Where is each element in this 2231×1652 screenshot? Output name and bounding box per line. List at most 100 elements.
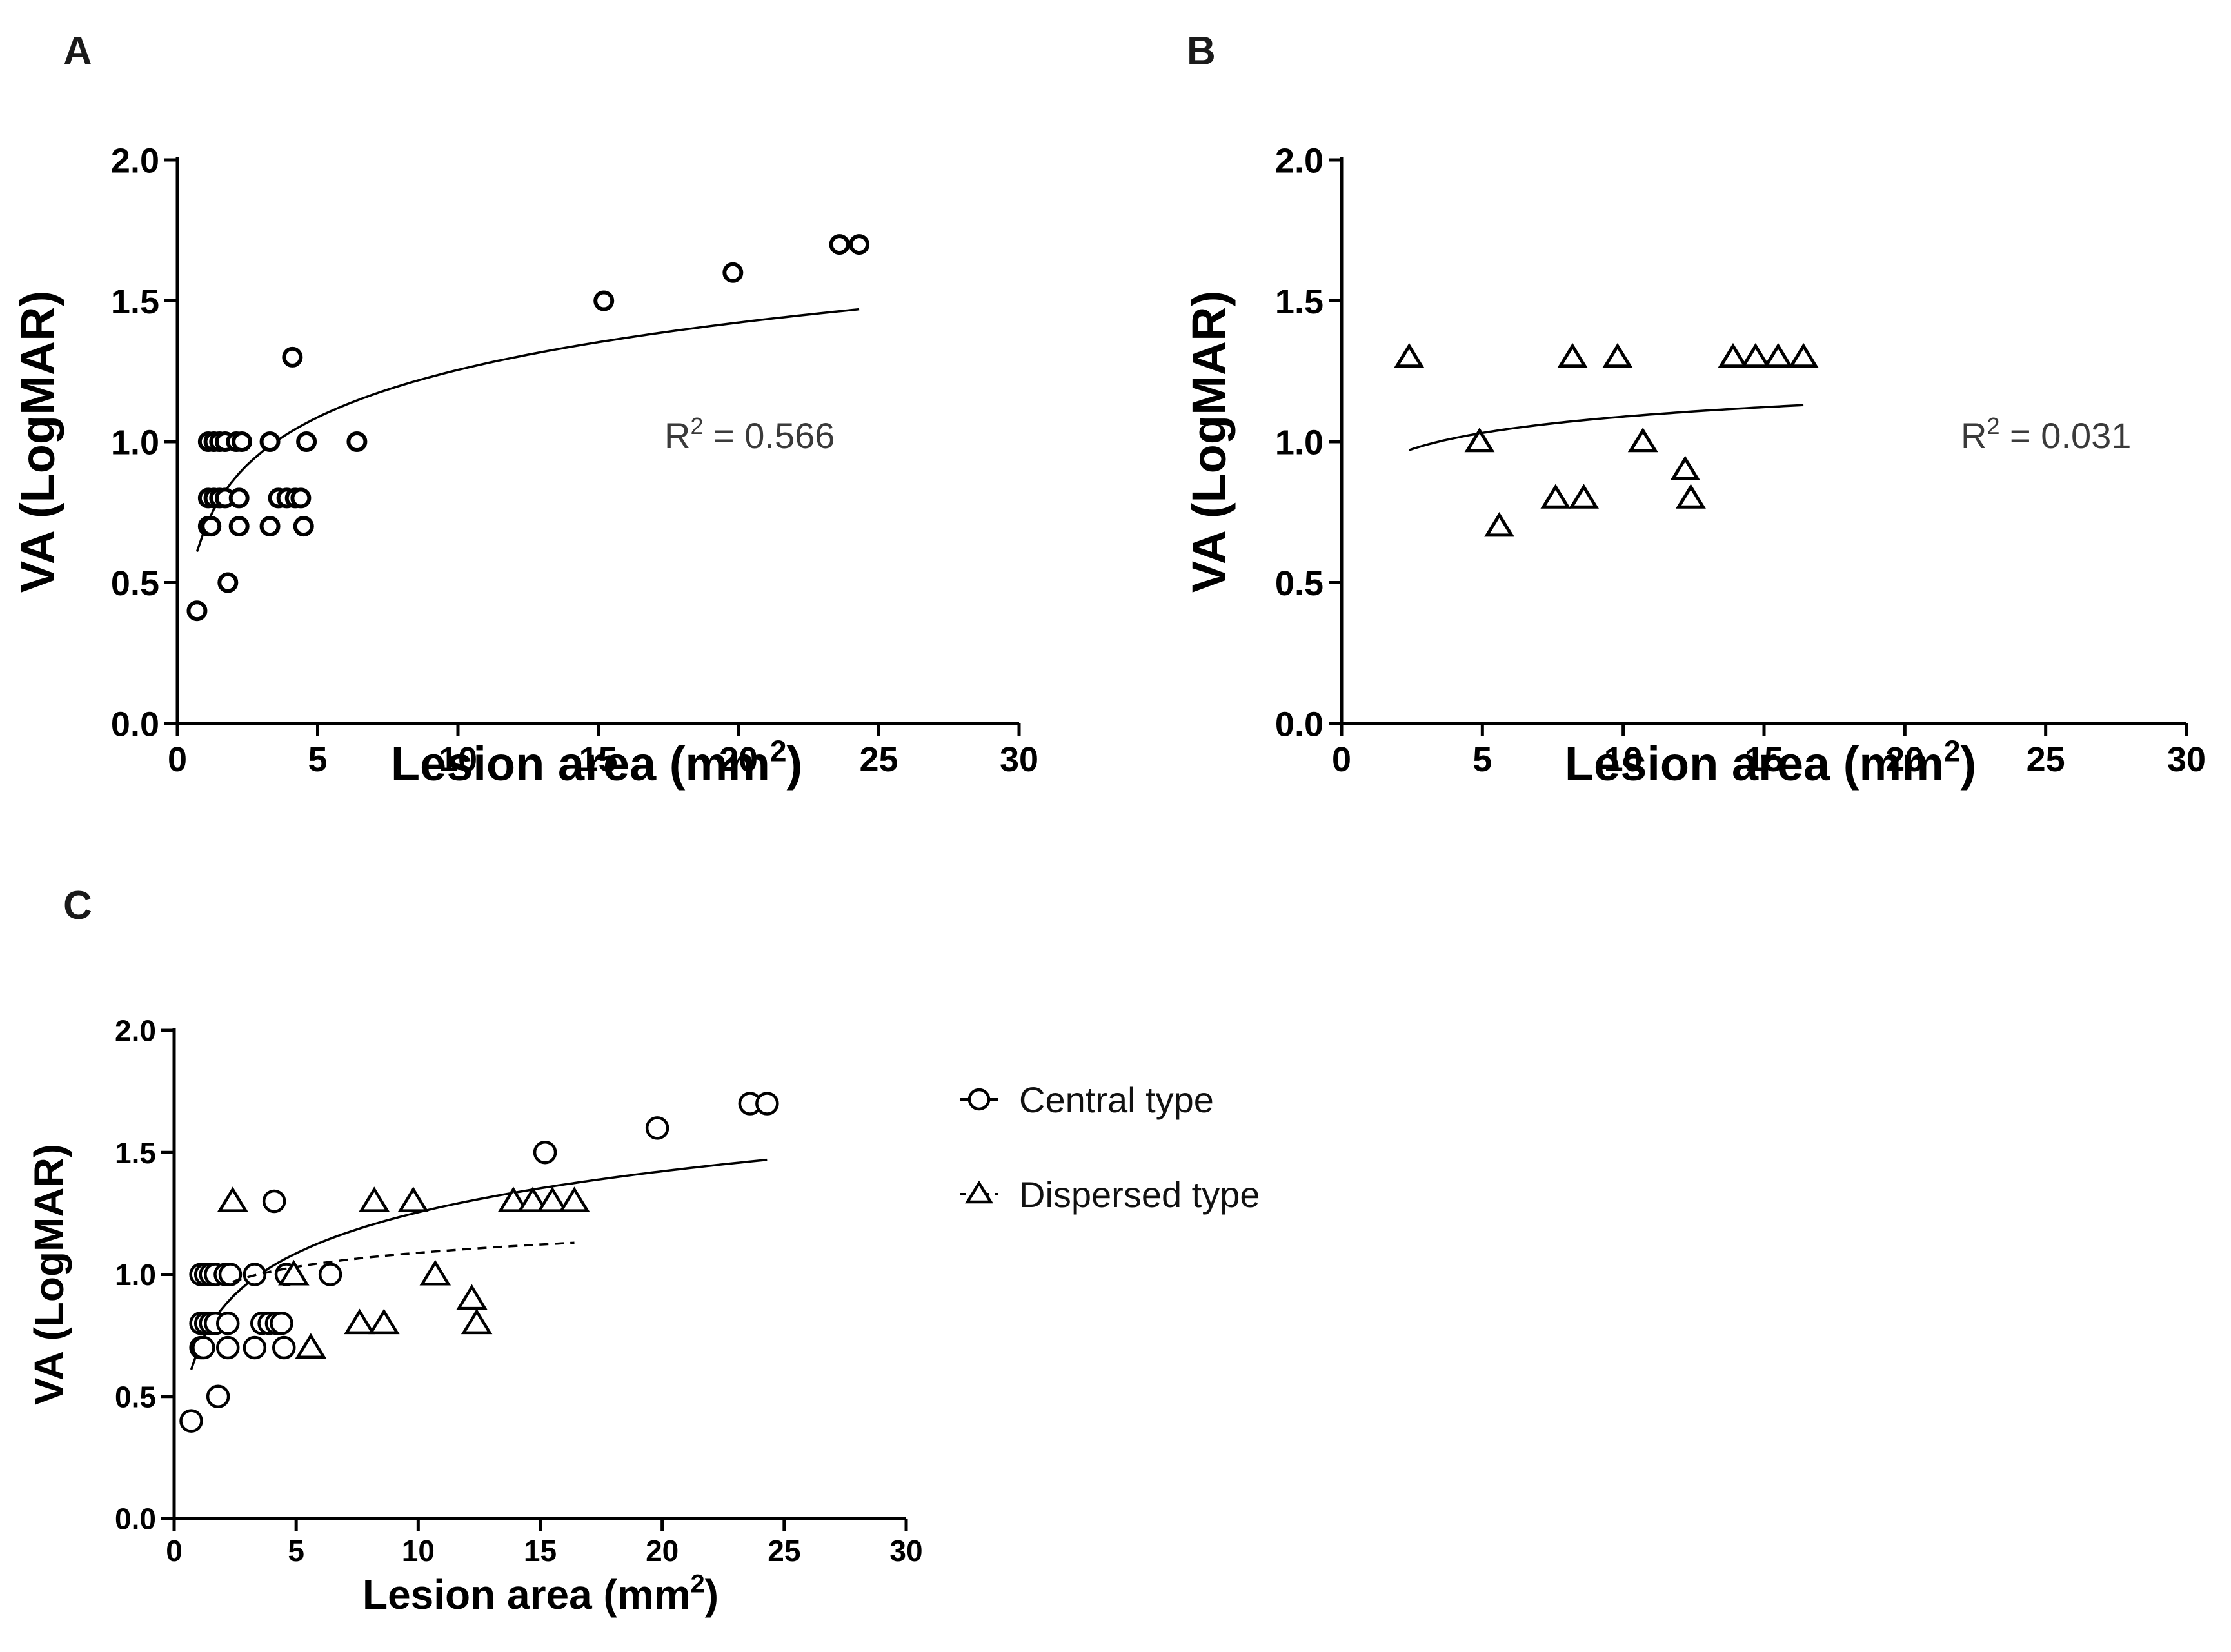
y-tick-label: 0.0 <box>1275 705 1324 743</box>
panel-b-chart: 0 5 10 15 20 25 30 0.0 0.5 1.0 1.5 2.0 Lesion area (… <box>1182 141 2206 791</box>
y-tick-label: 0.0 <box>111 705 159 743</box>
data-point-triangle <box>1718 342 1749 368</box>
data-point-triangle <box>537 1186 568 1212</box>
data-point-triangle <box>1788 342 1819 368</box>
panel-label-a: A <box>63 29 92 74</box>
y-tick-label: 0.5 <box>1275 564 1324 603</box>
x-tick-label: 20 <box>719 740 758 779</box>
y-axis-title: VA (LogMAR) <box>11 291 64 593</box>
x-tick-label: 10 <box>402 1534 435 1568</box>
data-point-circle <box>296 431 317 452</box>
data-point-triangle <box>497 1186 530 1212</box>
data-point-circle <box>206 1384 230 1408</box>
panel-c-chart: 0 5 10 15 20 25 30 0.0 0.5 1.0 1.5 2.0 Lesion area (… <box>26 1014 923 1618</box>
x-tick-label: 0 <box>168 740 187 779</box>
data-point-circle <box>218 1263 243 1286</box>
data-point-triangle <box>1464 427 1495 453</box>
data-point-triangle <box>1676 484 1706 509</box>
data-point-circle <box>290 487 312 509</box>
data-point-circle <box>217 572 239 593</box>
data-point-circle <box>228 516 250 537</box>
fit-line-dispersed <box>232 1241 575 1283</box>
x-tick-label: 25 <box>768 1534 800 1568</box>
x-axis-title-end: ) <box>1960 737 1976 791</box>
data-point-circle <box>228 487 250 509</box>
x-tick-label: 20 <box>1885 740 1924 779</box>
data-point-circle <box>179 1409 203 1433</box>
y-tick-label: 0.0 <box>115 1502 156 1536</box>
x-tick-label: 30 <box>1000 740 1038 779</box>
x-tick-label: 15 <box>579 740 617 779</box>
data-point-circle <box>722 262 744 283</box>
data-point-circle <box>829 234 850 255</box>
x-tick-label: 5 <box>1472 740 1492 779</box>
fit-line-central <box>190 1158 768 1370</box>
r-squared-symbol: R <box>1961 415 1987 456</box>
x-axis-title-sup: 2 <box>1944 734 1961 767</box>
data-point-triangle <box>456 1284 488 1310</box>
x-axis-title-sup: 2 <box>770 734 787 767</box>
data-point-circle <box>270 1311 293 1335</box>
y-tick-label: 2.0 <box>1275 141 1324 180</box>
data-point-triangle <box>1627 427 1658 453</box>
data-point-circle <box>201 516 222 537</box>
data-point-circle <box>282 346 303 368</box>
x-tick-label: 0 <box>166 1534 183 1568</box>
y-tick-label: 2.0 <box>115 1014 156 1048</box>
x-tick-label: 10 <box>1604 740 1643 779</box>
data-point-triangle <box>217 1186 249 1212</box>
data-point-triangle <box>1557 342 1588 368</box>
x-axis-title: Lesion area (mm2) <box>391 734 802 791</box>
x-axis-title: Lesion area (mm2) <box>1565 734 1976 791</box>
x-tick-label: 15 <box>524 1534 557 1568</box>
y-tick-label: 2.0 <box>111 141 159 180</box>
data-point-triangle <box>1540 484 1571 509</box>
y-tick-label: 1.5 <box>1275 282 1324 321</box>
fit-line-central <box>195 308 860 552</box>
x-axis-title-text: Lesion area (mm <box>1565 737 1944 791</box>
r-squared-symbol: R <box>664 415 690 456</box>
legend-marker-circle <box>967 1088 991 1111</box>
data-point-circle <box>243 1335 267 1360</box>
fit-line-dispersed <box>1409 404 1804 451</box>
data-point-triangle <box>368 1308 400 1335</box>
data-point-circle <box>593 290 615 311</box>
data-point-circle <box>849 234 870 255</box>
data-point-triangle <box>278 1259 310 1286</box>
y-tick-label: 1.0 <box>111 423 159 462</box>
data-point-triangle <box>1602 342 1633 368</box>
legend-label-central: Central type <box>1019 1079 1214 1120</box>
data-point-circle <box>259 431 281 452</box>
panel-label-c: C <box>63 883 92 928</box>
data-point-triangle <box>1763 342 1794 368</box>
data-point-circle <box>346 431 368 452</box>
data-point-triangle <box>1670 455 1701 480</box>
data-point-triangle <box>1569 484 1599 509</box>
y-axis-title: VA (LogMAR) <box>26 1144 72 1405</box>
y-tick-label: 1.5 <box>111 282 159 321</box>
y-tick-label: 0.5 <box>111 564 159 603</box>
data-point-circle <box>186 600 208 622</box>
x-tick-label: 5 <box>308 740 327 779</box>
x-tick-label: 25 <box>859 740 898 779</box>
data-point-circle <box>262 1189 286 1214</box>
legend-label-dispersed: Dispersed type <box>1019 1174 1260 1215</box>
y-axis-title: VA (LogMAR) <box>1182 291 1236 593</box>
panel-a-chart: 0 5 10 15 20 25 30 0.0 0.5 1.0 1.5 2.0 Lesion area (… <box>11 141 1038 791</box>
data-point-circle <box>645 1116 669 1140</box>
r-squared-sup: 2 <box>1987 413 1999 439</box>
data-point-circle <box>259 516 281 537</box>
data-point-triangle <box>559 1186 590 1212</box>
x-tick-label: 5 <box>288 1534 304 1568</box>
x-tick-label: 25 <box>2027 740 2065 779</box>
data-point-triangle <box>295 1333 327 1359</box>
x-tick-label: 10 <box>439 740 477 779</box>
y-tick-label: 0.5 <box>115 1380 156 1413</box>
r-squared-annotation: R2 = 0.031 <box>1961 413 2131 456</box>
data-point-triangle <box>344 1308 375 1335</box>
data-point-triangle <box>461 1308 493 1335</box>
data-point-circle <box>215 1335 240 1360</box>
x-axis-title-end: ) <box>705 1571 719 1618</box>
data-point-triangle <box>1740 342 1771 368</box>
